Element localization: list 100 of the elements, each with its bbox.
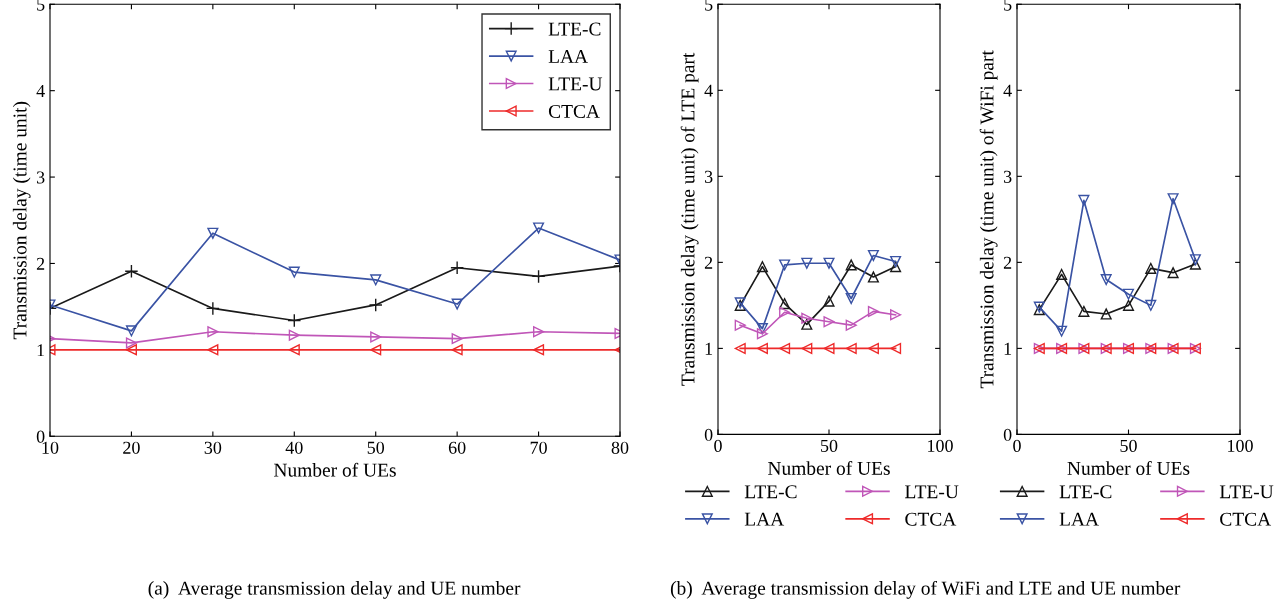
point [207,344,219,356]
point [867,271,879,283]
y-tick-label: 4 [1003,84,1012,97]
point [1056,268,1068,280]
point [1056,325,1068,337]
point [845,342,857,354]
x-tick-label: 20 [123,441,140,454]
point [1189,258,1201,270]
point [1189,254,1201,266]
point [370,274,382,286]
legend-label: LAA [744,512,785,526]
point [1078,305,1090,317]
point [890,342,902,354]
point [1167,267,1179,279]
legend-label: LAA [1059,512,1099,526]
point [370,331,382,343]
point [823,257,835,269]
point [1100,308,1112,320]
x-tick-label: 100 [928,439,953,452]
x-tick-label: 30 [204,441,222,454]
y-tick-label: 1 [1004,342,1012,355]
point [207,227,219,239]
point [450,260,465,275]
point [288,266,300,278]
x-tick-label: 0 [1013,439,1021,452]
legend-label: LTE-C [744,485,797,499]
y-tick-label: 0 [36,430,45,443]
point [801,257,813,269]
x-tick-label: 50 [821,439,838,452]
point [205,301,220,316]
point [867,305,879,317]
x-tick-label: 40 [285,441,303,454]
y-tick-label: 0 [704,428,713,441]
point [533,344,545,356]
point [845,292,857,305]
x-tick-label: 70 [530,441,547,454]
point [823,295,835,307]
legend-label: LTE-U [1219,485,1274,499]
y-tick-label: 2 [704,256,713,269]
y-tick-label: 2 [36,257,45,270]
point [779,342,791,354]
legend-label: CTCA [548,104,600,118]
point [801,342,813,354]
point [368,297,383,312]
point [124,264,139,279]
x-tick-label: 0 [714,439,722,452]
point [779,306,791,318]
y-tick-label: 3 [36,171,45,184]
y-tick-label: 3 [1003,170,1012,183]
point [1100,274,1112,286]
x-tick-label: 10 [42,441,59,454]
x-tick-label: 80 [611,441,629,454]
legend-label: LTE-C [1059,485,1112,499]
point [125,344,137,356]
point [1078,194,1090,206]
point [125,337,137,349]
point [801,318,813,330]
point [823,316,835,328]
point [801,312,813,324]
point [845,259,857,271]
point [451,298,463,310]
legend-label: LAA [548,50,588,63]
point [1145,262,1157,274]
point [756,328,768,340]
point [207,326,219,338]
point [1122,299,1135,311]
y-axis-title: Transmission delay (time unit) [12,101,31,340]
point [370,344,382,356]
x-tick-label: 50 [1120,439,1137,452]
point [779,259,791,271]
point [451,344,463,356]
point [756,261,768,273]
legend-label: CTCA [905,512,957,526]
point [1122,288,1135,300]
point [1167,193,1179,205]
x-axis-title: Number of UEs [274,462,396,477]
point [533,222,545,234]
y-tick-label: 2 [1003,256,1012,269]
y-axis-title: Transmission delay (time unit) of LTE part [680,52,699,386]
text: (a) Average transmission delay and UE number [148,581,521,599]
point [779,298,791,310]
legend-label: LTE-U [905,485,959,499]
legend-label: LTE-U [548,77,603,91]
point [845,319,857,331]
x-axis-title: Number of UEs [1067,461,1190,475]
point [734,342,746,354]
point [890,255,902,268]
point [890,309,902,321]
x-tick-label: 50 [367,441,385,454]
x-tick-label: 60 [448,441,466,454]
point [287,313,302,328]
point [451,333,463,345]
x-tick-label: 100 [1228,439,1253,452]
y-axis-title: Transmission delay (time unit) of WiFi part [979,50,998,389]
legend-label: LTE-C [548,22,601,36]
point [734,319,746,331]
point [823,342,835,354]
y-tick-label: 1 [37,344,45,357]
point [867,249,879,262]
point [125,325,137,337]
